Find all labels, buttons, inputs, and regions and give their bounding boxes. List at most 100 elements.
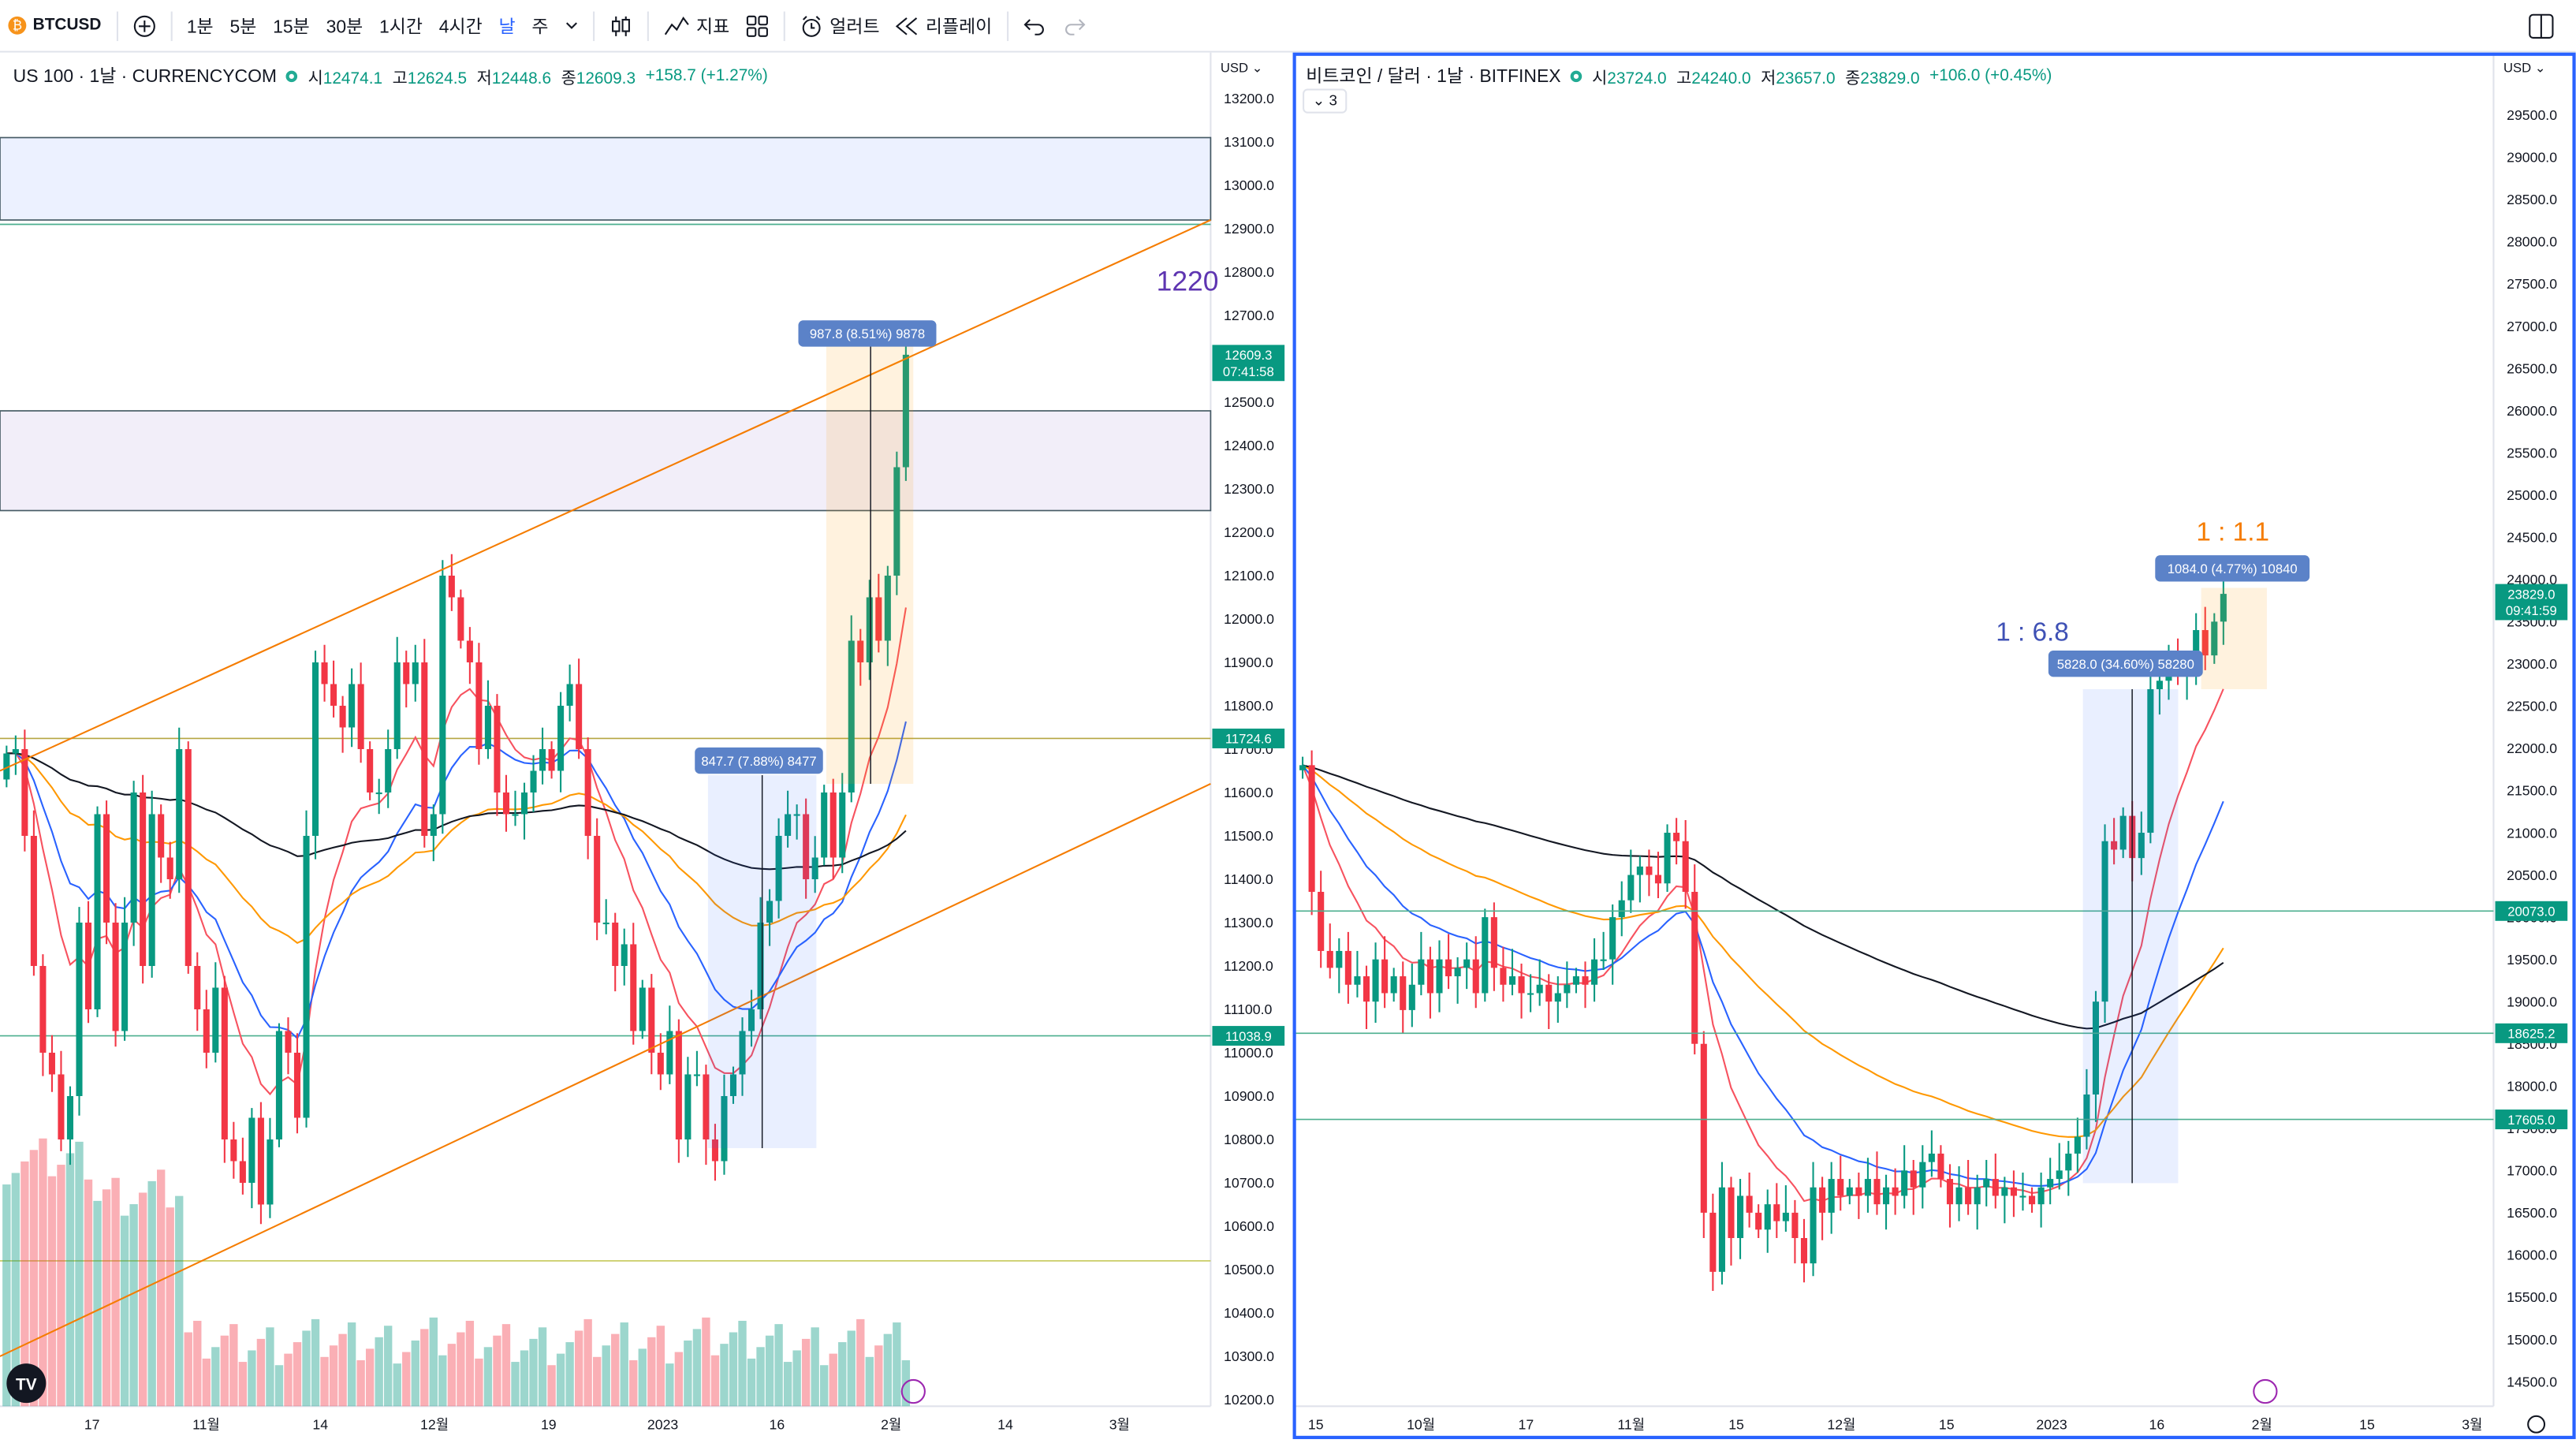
- candle-body: [829, 792, 837, 858]
- volume-bar: [429, 1317, 438, 1407]
- time-tick-label: 15: [1939, 1416, 1955, 1432]
- volume-bar: [656, 1326, 665, 1407]
- redo-button[interactable]: [1054, 0, 1094, 51]
- timeframe-list: 1분 5분 15분 30분 1시간 4시간 날 주: [178, 0, 557, 51]
- volume-bar: [57, 1165, 65, 1407]
- volume-bar: [248, 1350, 256, 1407]
- volume-bar: [611, 1333, 620, 1407]
- measure-label: 1084.0 (4.77%) 10840: [2168, 561, 2298, 576]
- volume-bar: [238, 1362, 248, 1407]
- right-chart-canvas[interactable]: USD ⌄ 14500.0 15000.0 15500.0 16000.0 16500.0…: [1292, 52, 2576, 1439]
- candle-body: [94, 814, 101, 1009]
- timeframe-option[interactable]: 날: [498, 17, 516, 37]
- volume-bar: [765, 1335, 774, 1407]
- candle-body: [2101, 841, 2108, 1002]
- timeframe-option[interactable]: 4시간: [438, 17, 483, 37]
- volume-bar: [65, 1153, 75, 1407]
- open-value: 23724.0: [1607, 69, 1667, 88]
- volume-bar: [483, 1347, 493, 1407]
- time-tick-label: 2023: [2036, 1416, 2067, 1432]
- candle-body: [1646, 866, 1653, 875]
- volume-bar: [602, 1345, 610, 1407]
- volume-bar: [829, 1353, 837, 1407]
- volume-bar: [202, 1358, 211, 1407]
- price-tick-label: 28500.0: [2507, 192, 2557, 207]
- lightning-icon: [900, 1378, 926, 1404]
- candle-body: [621, 944, 628, 966]
- candle-body: [293, 1052, 301, 1118]
- volume-bar: [129, 1204, 138, 1407]
- symbol-search[interactable]: ₿ BTCUSD: [0, 0, 110, 51]
- candle-body: [30, 835, 37, 966]
- price-tick-label: 11000.0: [1224, 1045, 1273, 1061]
- price-tick-label: 15000.0: [2507, 1332, 2557, 1348]
- volume-bar: [447, 1344, 457, 1407]
- timeframe-option[interactable]: 30분: [326, 17, 363, 37]
- layout-toggle-button[interactable]: [2520, 0, 2563, 51]
- right-legend: 비트코인 / 달러 · 1날 · BITFINEX 시23724.0 고2424…: [1306, 62, 2052, 88]
- last-price-label-bg: [1212, 728, 1285, 748]
- candle-body: [566, 684, 573, 706]
- volume-bar: [811, 1327, 819, 1407]
- timeframe-option[interactable]: 15분: [273, 17, 310, 37]
- ratio-label: 1 : 1.1: [2196, 517, 2269, 546]
- timeframe-option[interactable]: 1시간: [379, 17, 423, 37]
- volume-bar: [547, 1365, 556, 1407]
- left-chart-canvas[interactable]: USD ⌄ 10200.0 10300.0 10400.0 10500.0 10600.0…: [0, 52, 1291, 1439]
- indicators-button[interactable]: 지표: [655, 0, 738, 51]
- price-tick-label: 18000.0: [2507, 1079, 2557, 1095]
- candle-body: [1664, 833, 1671, 884]
- candle-body: [2056, 1170, 2063, 1180]
- indicator-collapse-toggle[interactable]: ⌄ 3: [1303, 88, 1348, 114]
- candle-body: [793, 814, 800, 816]
- candle-body: [2092, 1001, 2100, 1095]
- timeframe-dropdown[interactable]: [557, 0, 586, 51]
- candle-body: [1691, 891, 1698, 1044]
- time-tick-label: 16: [2149, 1416, 2165, 1432]
- candle-body: [1500, 968, 1507, 985]
- candle-body: [1336, 950, 1343, 968]
- time-tick-label: 12월: [420, 1416, 449, 1432]
- candle-body: [821, 792, 828, 858]
- candle-body: [1372, 959, 1379, 1002]
- alert-button[interactable]: 얼러트: [792, 0, 888, 51]
- price-tick-label: 19000.0: [2507, 994, 2557, 1009]
- timeframe-option[interactable]: 주: [531, 17, 549, 37]
- candle-body: [2074, 1136, 2081, 1154]
- channel-upper-line: [0, 219, 1211, 772]
- toolbar-divider: [647, 10, 649, 41]
- price-tick-label: 12200.0: [1224, 524, 1274, 540]
- volume-bar: [820, 1365, 829, 1407]
- ema-slow-line: [6, 752, 907, 945]
- volume-bar: [692, 1329, 702, 1407]
- timeframe-option[interactable]: 5분: [229, 17, 257, 37]
- volume-bar: [856, 1318, 865, 1407]
- candle-body: [1326, 950, 1333, 968]
- templates-button[interactable]: [738, 0, 777, 51]
- price-tick-label: 12000.0: [1224, 611, 1274, 627]
- undo-button[interactable]: [1015, 0, 1054, 51]
- replay-button[interactable]: 리플레이: [888, 0, 1001, 51]
- volume-bar: [2, 1184, 11, 1407]
- candle-body: [2138, 833, 2145, 859]
- right-chart-pane[interactable]: USD ⌄ 14500.0 15000.0 15500.0 16000.0 16500.0…: [1292, 52, 2576, 1439]
- left-chart-pane[interactable]: USD ⌄ 10200.0 10300.0 10400.0 10500.0 10600.0…: [0, 52, 1292, 1439]
- right-symbol-title: 비트코인 / 달러 · 1날 · BITFINEX: [1306, 67, 1561, 88]
- close-value: 12609.3: [576, 69, 636, 88]
- volume-bar: [329, 1345, 338, 1407]
- candle-body: [484, 705, 491, 749]
- candle-body: [1673, 833, 1680, 841]
- price-tick-label: 20500.0: [2507, 867, 2557, 883]
- compare-button[interactable]: [125, 0, 164, 51]
- candle-body: [430, 814, 437, 836]
- candle-body: [312, 662, 319, 836]
- chart-type-button[interactable]: [601, 0, 640, 51]
- timeframe-option[interactable]: 1분: [186, 17, 214, 37]
- candle-body: [1354, 976, 1361, 985]
- volume-bar: [365, 1348, 375, 1407]
- volume-bar: [293, 1342, 302, 1407]
- volume-bar: [883, 1333, 893, 1407]
- volume-bar: [120, 1215, 129, 1407]
- volume-bar: [665, 1363, 674, 1407]
- currency-label: USD ⌄: [2503, 61, 2546, 76]
